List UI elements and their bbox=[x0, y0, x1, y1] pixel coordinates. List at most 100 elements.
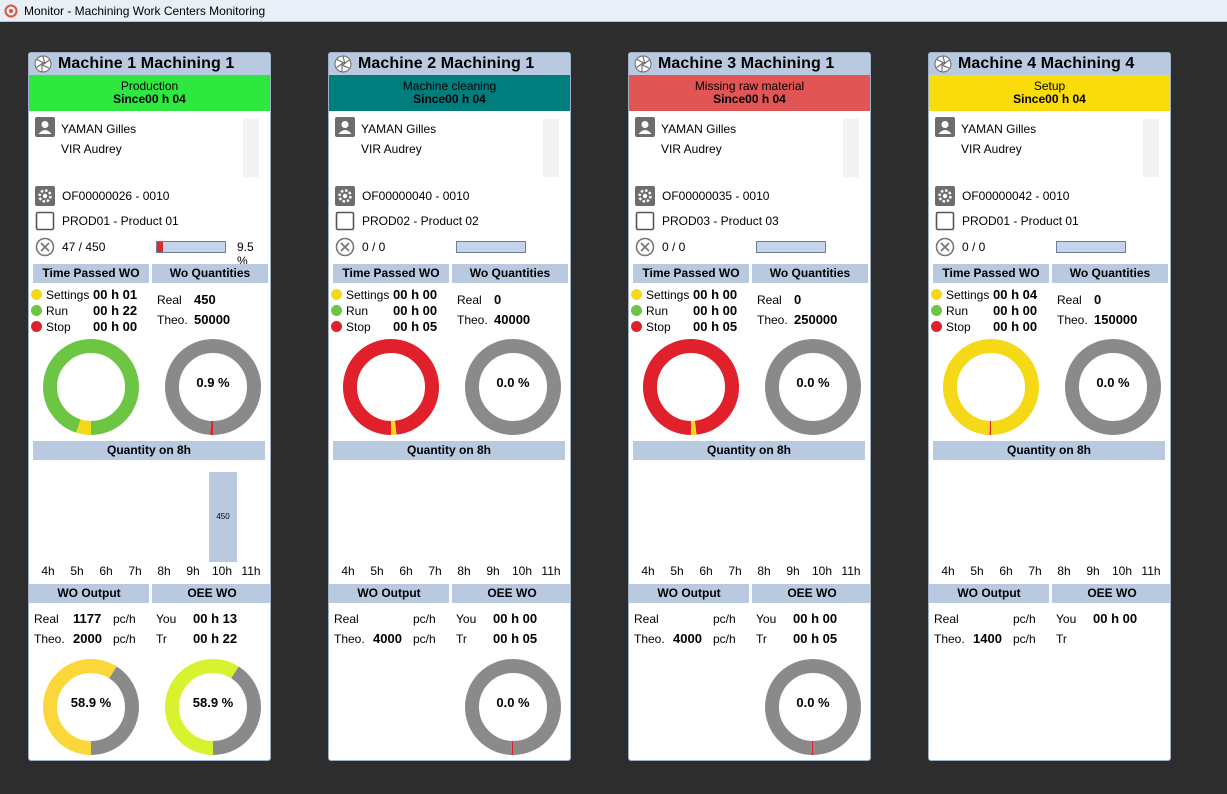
section-time-passed: Time Passed WO bbox=[633, 264, 749, 283]
operators-scrollbar[interactable] bbox=[543, 119, 559, 177]
count-row: 47 / 450 9.5 % bbox=[33, 236, 267, 268]
remaining-arc bbox=[1065, 339, 1161, 435]
hour-tick: 4h bbox=[941, 564, 955, 578]
operators-panel: YAMAN Gilles VIR Audrey bbox=[633, 115, 863, 181]
run-time: 00 h 00 bbox=[393, 303, 438, 318]
run-label: Run bbox=[346, 304, 369, 318]
output-real-unit: pc/h bbox=[413, 612, 436, 626]
machine-card[interactable]: Machine 1 Machining 1 Production Since00 h… bbox=[28, 52, 271, 761]
time-legend: Settings 00 h 00 Run 00 h 00 Stop 00 h 05 bbox=[631, 286, 749, 334]
hour-tick: 11h bbox=[1141, 564, 1161, 578]
quantity-donut: 0.0 % bbox=[1063, 337, 1163, 437]
section-time-passed: Time Passed WO bbox=[333, 264, 449, 283]
output-theo-value: 4000 bbox=[673, 631, 702, 646]
settings-time: 00 h 01 bbox=[93, 287, 138, 302]
stop-time: 00 h 00 bbox=[93, 319, 138, 334]
progress-fill bbox=[157, 242, 164, 252]
quantity-donut-value: 0.9 % bbox=[196, 375, 230, 390]
operator-name: VIR Audrey bbox=[61, 142, 122, 156]
machine-card[interactable]: Machine 4 Machining 4 Setup Since00 h 04 YA… bbox=[928, 52, 1171, 761]
settings-label: Settings bbox=[346, 288, 390, 302]
output-theo-label: Theo. bbox=[34, 632, 65, 646]
section-oee-wo: OEE WO bbox=[452, 584, 570, 603]
oee-donut-value: 0.0 % bbox=[796, 695, 830, 710]
machine-name: Machine 2 Machining 1 bbox=[358, 55, 535, 72]
run-dot bbox=[631, 305, 642, 316]
section-quantity-8h: Quantity on 8h bbox=[33, 441, 265, 460]
machine-card[interactable]: Machine 2 Machining 1 Machine cleaning Sin… bbox=[328, 52, 571, 761]
work-order-number: OF00000042 - 0010 bbox=[962, 189, 1070, 203]
output-theo-unit: pc/h bbox=[113, 632, 136, 646]
hour-tick: 10h bbox=[1111, 564, 1133, 578]
hour-tick: 11h bbox=[241, 564, 261, 578]
output-real: Real pc/h bbox=[934, 610, 1046, 630]
time-legend: Settings 00 h 00 Run 00 h 00 Stop 00 h 05 bbox=[331, 286, 449, 334]
operators-panel: YAMAN Gilles VIR Audrey bbox=[33, 115, 263, 181]
quantity-real-label: Real bbox=[1057, 293, 1082, 307]
output-theo-value: 1400 bbox=[973, 631, 1002, 646]
window-titlebar: Monitor - Machining Work Centers Monitor… bbox=[0, 0, 1227, 22]
settings-label: Settings bbox=[46, 288, 90, 302]
hour-tick: 7h bbox=[428, 564, 442, 578]
legend-row-settings: Settings 00 h 00 bbox=[631, 286, 749, 302]
output-theo: Theo. 1400 pc/h bbox=[934, 630, 1046, 650]
machine-name: Machine 3 Machining 1 bbox=[658, 55, 835, 72]
quantity-donut-value: 0.0 % bbox=[1096, 375, 1130, 390]
cancel-icon bbox=[335, 237, 355, 257]
quantity-theo-row: Theo. 50000 bbox=[157, 311, 267, 331]
operators-scrollbar[interactable] bbox=[843, 119, 859, 177]
checkbox-icon bbox=[635, 211, 655, 231]
output-theo-value: 4000 bbox=[373, 631, 402, 646]
machine-card[interactable]: Machine 3 Machining 1 Missing raw materia… bbox=[628, 52, 871, 761]
operator-name: VIR Audrey bbox=[361, 142, 422, 156]
gear-icon bbox=[35, 186, 55, 206]
oee-you-value: 00 h 00 bbox=[493, 611, 538, 626]
hour-tick: 10h bbox=[811, 564, 833, 578]
hour-bar[interactable] bbox=[209, 472, 237, 562]
oee-you-label: You bbox=[1056, 612, 1077, 626]
oee-donut-value: 0.0 % bbox=[496, 695, 530, 710]
hour-tick: 7h bbox=[1028, 564, 1042, 578]
quantities-panel: Real 0 Theo. 250000 bbox=[757, 291, 867, 331]
operators-scrollbar[interactable] bbox=[1143, 119, 1159, 177]
output-real-unit: pc/h bbox=[113, 612, 136, 626]
section-quantity-8h: Quantity on 8h bbox=[333, 441, 565, 460]
hour-tick: 4h bbox=[41, 564, 55, 578]
progress-bar bbox=[756, 241, 826, 253]
operators-scrollbar[interactable] bbox=[243, 119, 259, 177]
status-label: Machine cleaning bbox=[402, 79, 497, 93]
hour-tick: 6h bbox=[399, 564, 413, 578]
oee-tr-label: Tr bbox=[156, 632, 167, 646]
output-real: Real pc/h bbox=[634, 610, 746, 630]
aperture-icon bbox=[34, 55, 52, 73]
legend-row-run: Run 00 h 00 bbox=[931, 302, 1049, 318]
quantity-theo-label: Theo. bbox=[457, 313, 488, 327]
quantity-theo-label: Theo. bbox=[757, 313, 788, 327]
status-since: Since00 h 04 bbox=[713, 92, 786, 106]
hour-tick: 4h bbox=[641, 564, 655, 578]
legend-row-stop: Stop 00 h 05 bbox=[331, 318, 449, 334]
quantity-theo-row: Theo. 250000 bbox=[757, 311, 867, 331]
settings-dot bbox=[631, 289, 642, 300]
section-wo-quantities: Wo Quantities bbox=[752, 264, 868, 283]
legend-row-settings: Settings 00 h 01 bbox=[31, 286, 149, 302]
section-quantity-8h: Quantity on 8h bbox=[933, 441, 1165, 460]
time-legend: Settings 00 h 04 Run 00 h 00 Stop 00 h 00 bbox=[931, 286, 1049, 334]
legend-row-settings: Settings 00 h 00 bbox=[331, 286, 449, 302]
oee-tr-label: Tr bbox=[456, 632, 467, 646]
quantity-real-row: Real 0 bbox=[457, 291, 567, 311]
machine-name: Machine 4 Machining 4 bbox=[958, 55, 1135, 72]
product-name: PROD03 - Product 03 bbox=[662, 214, 779, 228]
hour-tick: 7h bbox=[128, 564, 142, 578]
cancel-icon bbox=[35, 237, 55, 257]
gear-icon bbox=[635, 186, 655, 206]
legend-row-run: Run 00 h 22 bbox=[31, 302, 149, 318]
status-since: Since00 h 04 bbox=[1013, 92, 1086, 106]
settings-label: Settings bbox=[646, 288, 690, 302]
quantity-donut-value: 0.0 % bbox=[496, 375, 530, 390]
hour-tick: 8h bbox=[157, 564, 171, 578]
section-oee-wo: OEE WO bbox=[752, 584, 870, 603]
settings-time: 00 h 00 bbox=[693, 287, 738, 302]
run-time: 00 h 22 bbox=[93, 303, 138, 318]
count-value: 47 / 450 bbox=[62, 240, 106, 254]
